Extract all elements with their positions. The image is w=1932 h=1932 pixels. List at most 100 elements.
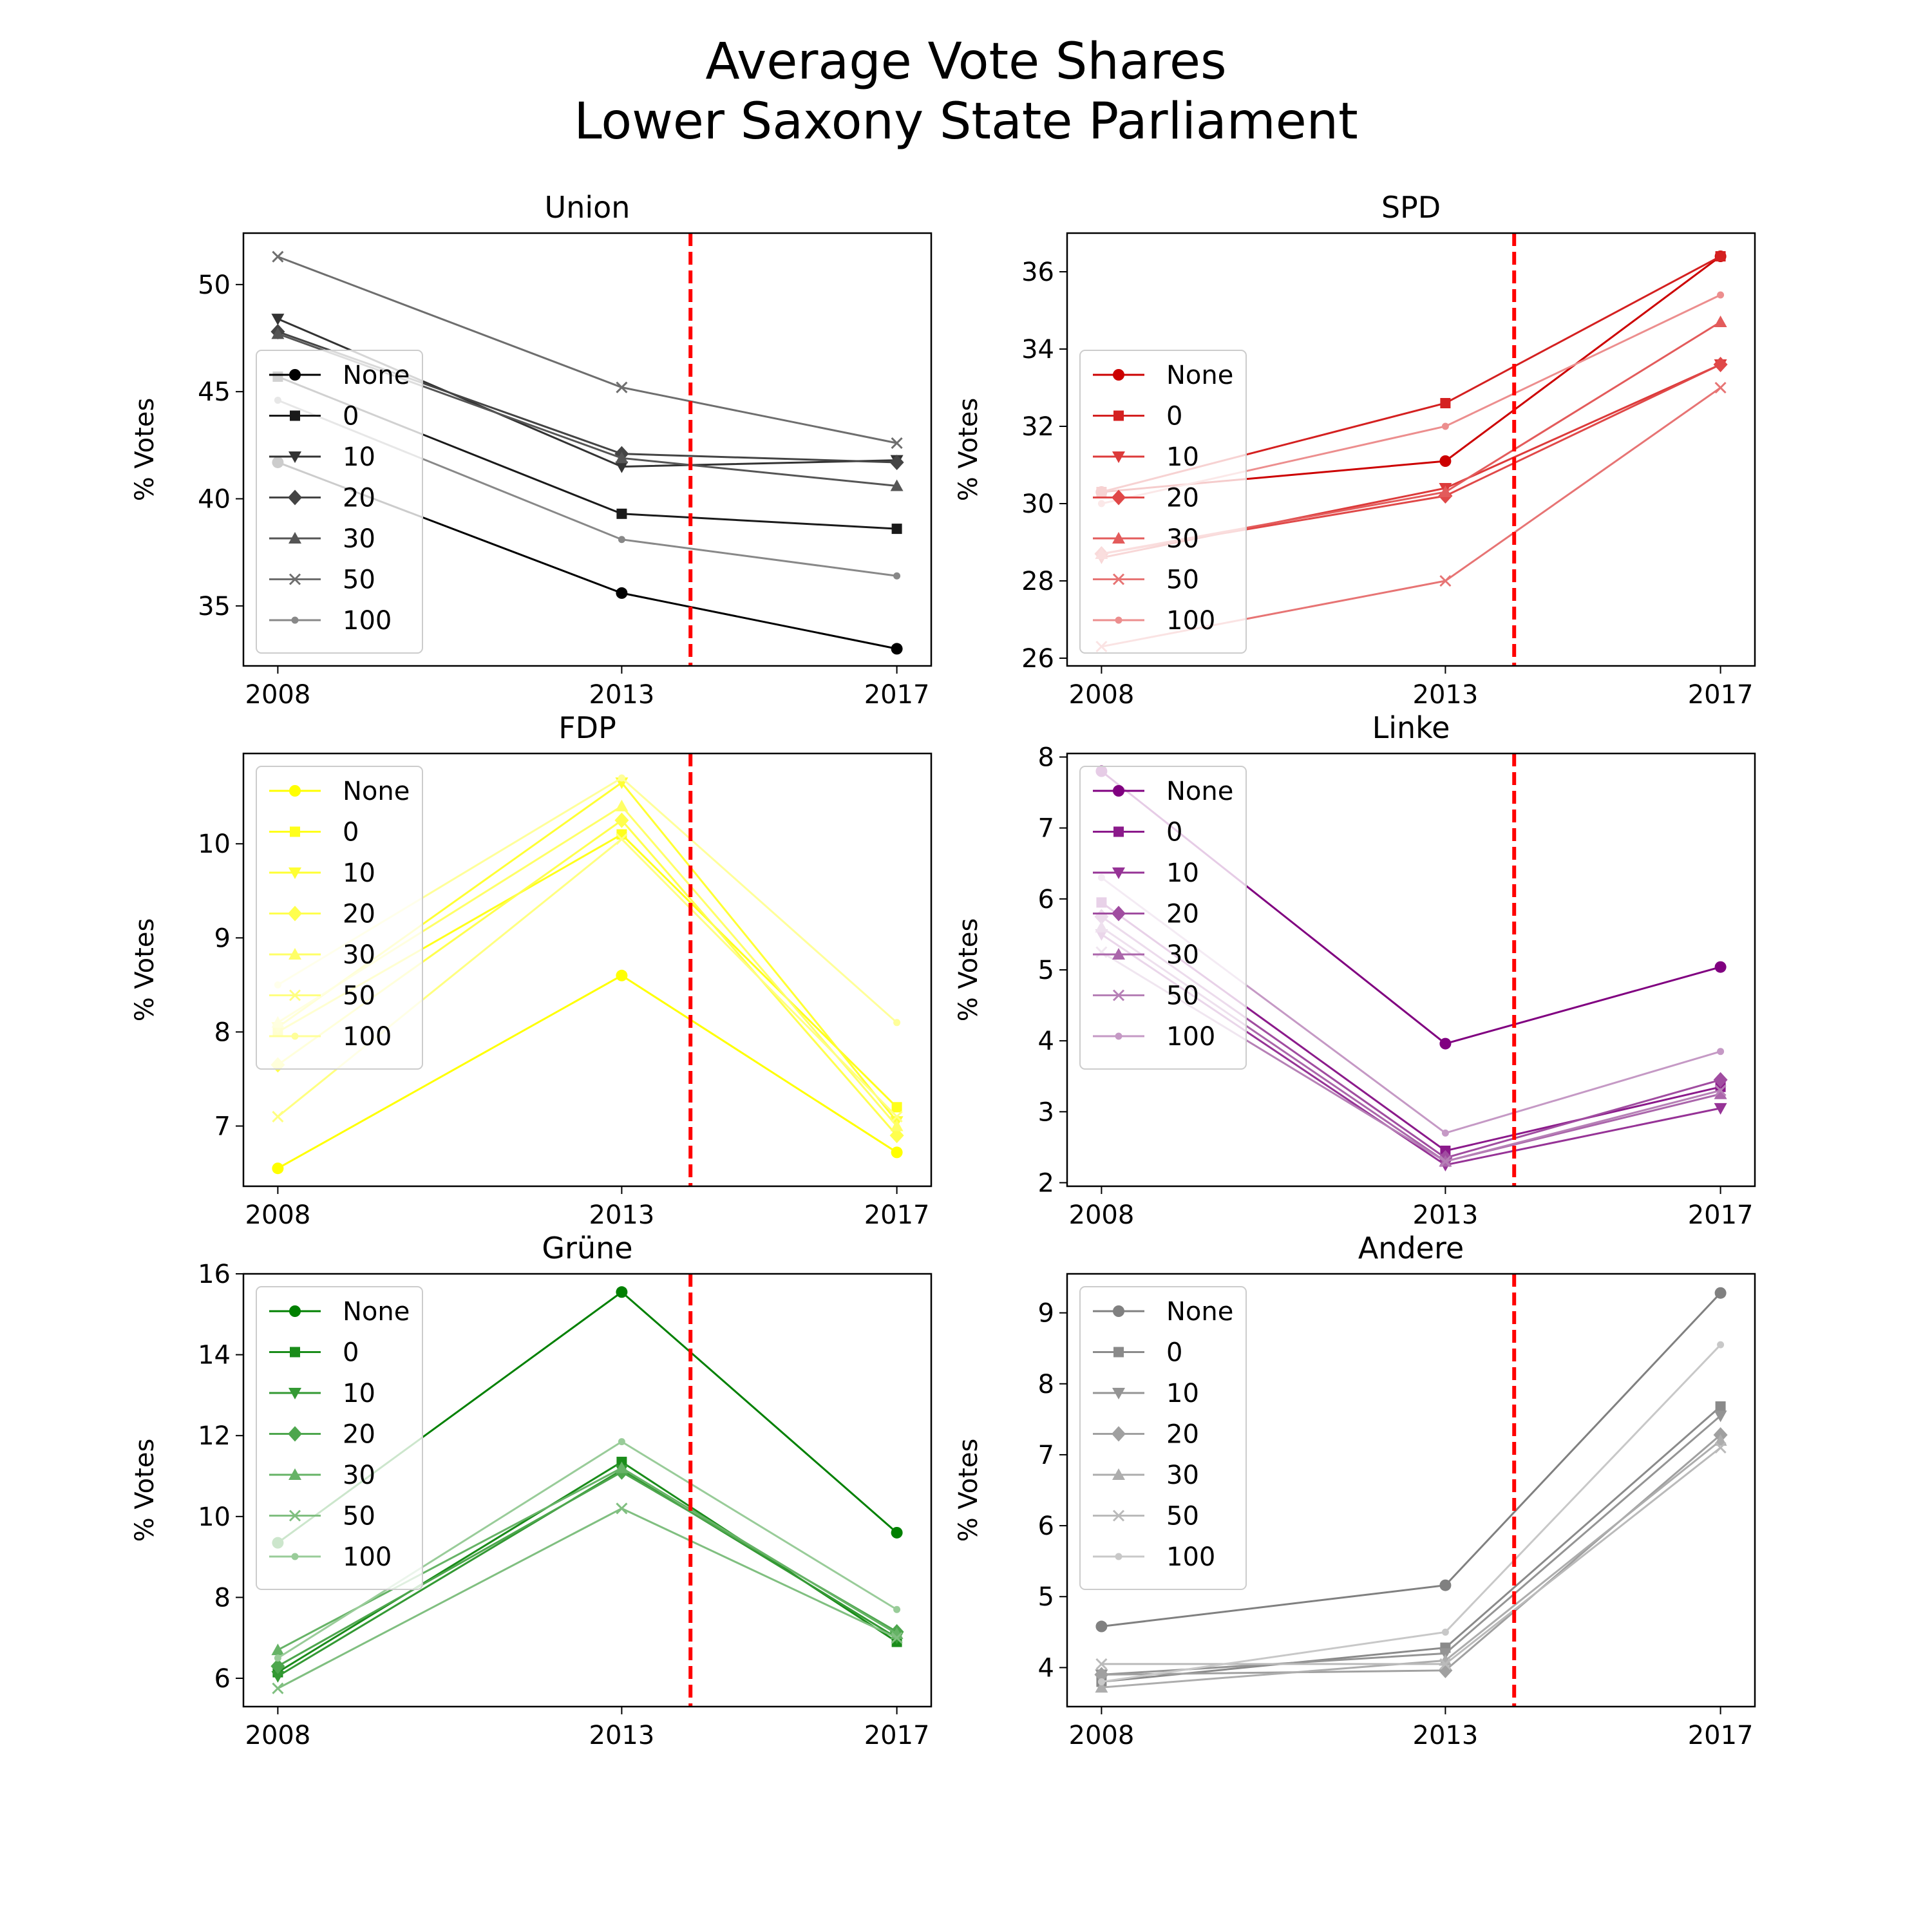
legend-entry: 20 bbox=[269, 1420, 375, 1450]
legend-box bbox=[256, 1286, 423, 1590]
legend-entry: 100 bbox=[1093, 1542, 1215, 1572]
legend-label: 50 bbox=[1166, 565, 1199, 595]
legend-entry: 0 bbox=[1093, 402, 1182, 431]
y-tick-label: 12 bbox=[198, 1421, 231, 1451]
legend-swatch-marker bbox=[288, 489, 302, 506]
legend-label: 100 bbox=[1166, 1022, 1215, 1052]
subplot-title: Union bbox=[545, 190, 630, 225]
data-point bbox=[891, 1110, 903, 1122]
y-tick-label: 36 bbox=[1021, 258, 1054, 287]
legend-entry: 30 bbox=[269, 1461, 375, 1490]
legend-box bbox=[1079, 350, 1247, 654]
legend-entry: 100 bbox=[1093, 606, 1215, 636]
legend-label: None bbox=[1166, 1297, 1233, 1327]
y-tick-label: 9 bbox=[1038, 1299, 1054, 1329]
legend-entry: 50 bbox=[269, 1502, 375, 1531]
data-point bbox=[1439, 1155, 1452, 1168]
x-tick-label: 2008 bbox=[1069, 1200, 1135, 1230]
subplot-gr-ne: Grüne % Votes 6 8 10 12 14 16 2008 2013 2017 None 0 1… bbox=[130, 1231, 933, 1750]
legend-label: 50 bbox=[1166, 1502, 1199, 1531]
y-tick-label: 16 bbox=[198, 1260, 231, 1289]
legend-entry: 0 bbox=[1093, 1338, 1182, 1368]
y-tick-label: 7 bbox=[1038, 814, 1054, 844]
y-tick-label: 40 bbox=[198, 485, 231, 515]
y-axis-label: % Votes bbox=[954, 398, 983, 502]
data-point bbox=[1714, 381, 1727, 394]
legend-swatch-marker bbox=[289, 1510, 301, 1522]
legend-entry: 30 bbox=[269, 524, 375, 554]
series-none bbox=[1095, 1287, 1727, 1633]
data-point bbox=[616, 587, 628, 599]
y-tick-label: 45 bbox=[198, 377, 231, 407]
data-point bbox=[618, 774, 625, 782]
legend-label: 50 bbox=[343, 1502, 375, 1531]
legend-swatch-marker bbox=[290, 1347, 300, 1358]
legend-entry: 50 bbox=[269, 565, 375, 595]
legend-entry: 10 bbox=[269, 858, 375, 888]
data-point bbox=[1094, 1667, 1109, 1683]
data-point bbox=[272, 1110, 284, 1122]
y-tick-label: 7 bbox=[214, 1112, 231, 1142]
legend-entry: 50 bbox=[1093, 981, 1199, 1011]
legend-label: None bbox=[343, 1297, 410, 1327]
legend-swatch-marker bbox=[1112, 489, 1126, 506]
legend-label: 30 bbox=[1166, 524, 1199, 554]
data-point bbox=[1095, 1681, 1108, 1693]
legend-label: 30 bbox=[1166, 940, 1199, 970]
x-tick-label: 2017 bbox=[1688, 1721, 1754, 1750]
x-tick-label: 2013 bbox=[1413, 1200, 1479, 1230]
data-point bbox=[890, 479, 904, 491]
legend: None 0 10 20 30 50 100 bbox=[256, 766, 423, 1070]
y-tick-label: 2 bbox=[1038, 1168, 1054, 1198]
figure-title-line-1: Average Vote Shares bbox=[705, 33, 1226, 91]
x-tick-label: 2013 bbox=[1413, 680, 1479, 710]
x-tick-label: 2017 bbox=[864, 1200, 930, 1230]
legend-swatch-marker bbox=[289, 948, 301, 960]
data-point bbox=[271, 314, 285, 326]
y-tick-label: 26 bbox=[1021, 644, 1054, 674]
data-point bbox=[1713, 1072, 1728, 1088]
legend-label: 50 bbox=[1166, 981, 1199, 1011]
data-point bbox=[889, 454, 904, 470]
series-none bbox=[272, 969, 903, 1175]
legend-entry: 100 bbox=[269, 1542, 392, 1572]
legend-swatch-marker bbox=[1115, 1553, 1122, 1560]
legend-label: 30 bbox=[343, 524, 375, 554]
y-tick-label: 32 bbox=[1021, 412, 1054, 442]
legend: None 0 10 20 30 50 100 bbox=[1079, 766, 1247, 1070]
y-tick-label: 7 bbox=[1038, 1441, 1054, 1470]
subplot-title: Linke bbox=[1372, 710, 1450, 745]
legend-label: None bbox=[343, 777, 410, 806]
legend-box bbox=[1079, 766, 1247, 1070]
y-tick-label: 8 bbox=[1038, 1370, 1054, 1399]
legend-swatch-marker bbox=[289, 1468, 301, 1480]
legend-label: 10 bbox=[343, 442, 375, 472]
data-point bbox=[893, 572, 901, 580]
legend-entry: 10 bbox=[269, 442, 375, 472]
legend-box bbox=[256, 766, 423, 1070]
legend-entry: None bbox=[269, 1297, 410, 1327]
data-point bbox=[1097, 1678, 1105, 1685]
legend-entry: None bbox=[1093, 1297, 1233, 1327]
legend-entry: 50 bbox=[269, 981, 375, 1011]
y-tick-label: 9 bbox=[214, 923, 231, 953]
y-tick-label: 4 bbox=[1038, 1027, 1054, 1056]
legend-label: 0 bbox=[343, 402, 359, 431]
legend-entry: None bbox=[269, 361, 410, 390]
x-tick-label: 2008 bbox=[245, 1721, 311, 1750]
data-point bbox=[1441, 1628, 1449, 1636]
data-point bbox=[270, 1658, 285, 1674]
y-tick-label: 6 bbox=[1038, 1511, 1054, 1541]
legend-entry: 0 bbox=[269, 1338, 359, 1368]
legend-label: 100 bbox=[343, 1542, 392, 1572]
data-point bbox=[891, 1102, 902, 1113]
data-point bbox=[1714, 1441, 1727, 1454]
data-point bbox=[1717, 1341, 1725, 1349]
legend-label: 20 bbox=[343, 900, 375, 929]
data-point bbox=[891, 1632, 903, 1644]
data-point bbox=[1439, 1037, 1452, 1050]
data-point bbox=[271, 327, 285, 339]
y-tick-label: 30 bbox=[1021, 489, 1054, 519]
data-point bbox=[1714, 1103, 1727, 1115]
legend-entry: 10 bbox=[1093, 1379, 1199, 1408]
